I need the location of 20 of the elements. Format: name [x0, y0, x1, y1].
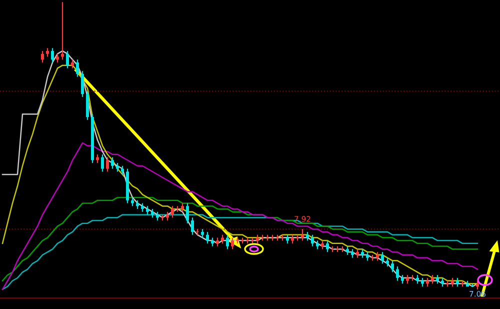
candlestick: [171, 206, 174, 218]
candlestick: [226, 234, 229, 250]
candlestick: [186, 202, 189, 224]
candlestick: [101, 154, 104, 172]
candlestick: [206, 231, 209, 244]
candlestick: [86, 90, 89, 120]
candlestick: [326, 240, 329, 253]
candlestick: [311, 234, 314, 247]
candlestick: [111, 156, 114, 170]
candlestick: [41, 50, 44, 64]
candlestick: [396, 266, 399, 282]
candlestick: [51, 48, 54, 64]
candlestick: [381, 251, 384, 264]
candlestick: [81, 70, 84, 98]
candlestick: [76, 59, 79, 78]
candlestick: [66, 50, 69, 69]
candlestick: [106, 156, 109, 172]
candlestick: [191, 217, 194, 236]
candlestick: [391, 260, 394, 273]
candlestick: [231, 237, 234, 250]
